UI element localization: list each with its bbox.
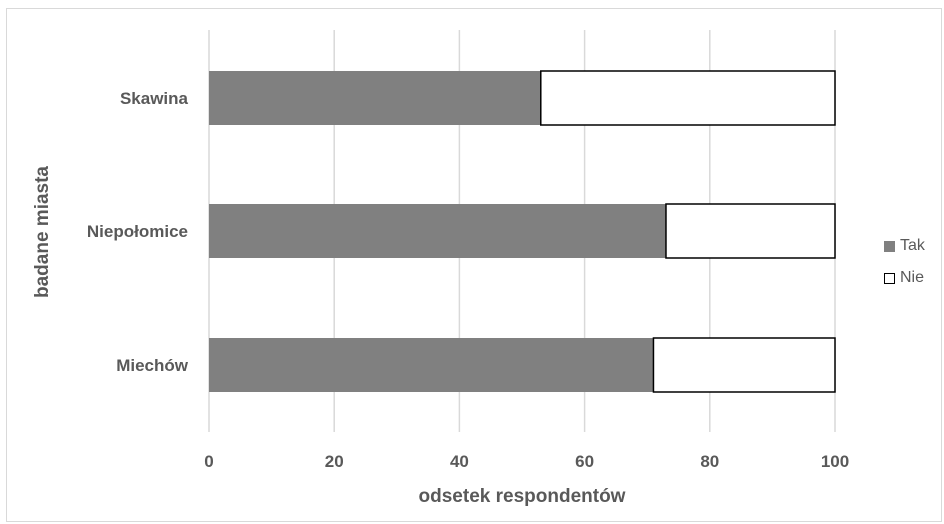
x-tick-label: 20 — [325, 452, 344, 471]
x-tick-label: 100 — [821, 452, 849, 471]
y-tick-label: Miechów — [116, 356, 189, 375]
x-tick-label: 40 — [450, 452, 469, 471]
legend-item-nie: Nie — [884, 268, 925, 288]
y-axis-title: badane miasta — [32, 166, 53, 298]
x-axis-title: odsetek respondentów — [419, 486, 626, 507]
x-tick-labels: 0 20 40 60 80 100 — [204, 452, 849, 471]
bars — [209, 70, 836, 393]
y-tick-label: Niepołomice — [87, 222, 188, 241]
legend: Tak Nie — [884, 236, 925, 300]
bar-nie-miechów — [652, 337, 836, 393]
x-tick-label: 0 — [204, 452, 213, 471]
legend-swatch-nie — [884, 272, 895, 284]
x-tick-label: 80 — [700, 452, 719, 471]
legend-swatch-tak — [884, 240, 895, 252]
y-tick-label: Skawina — [120, 89, 189, 108]
legend-label-tak: Tak — [900, 237, 925, 254]
bar-tak-miechów — [209, 338, 654, 392]
y-tick-labels: Skawina Niepołomice Miechów — [87, 89, 189, 375]
legend-label-nie: Nie — [900, 269, 925, 286]
bar-nie-skawina — [540, 70, 836, 126]
bar-nie-niepołomice — [665, 203, 836, 259]
bar-tak-skawina — [209, 71, 541, 125]
legend-item-tak: Tak — [884, 236, 925, 256]
bar-tak-niepołomice — [209, 204, 666, 258]
x-tick-label: 60 — [575, 452, 594, 471]
